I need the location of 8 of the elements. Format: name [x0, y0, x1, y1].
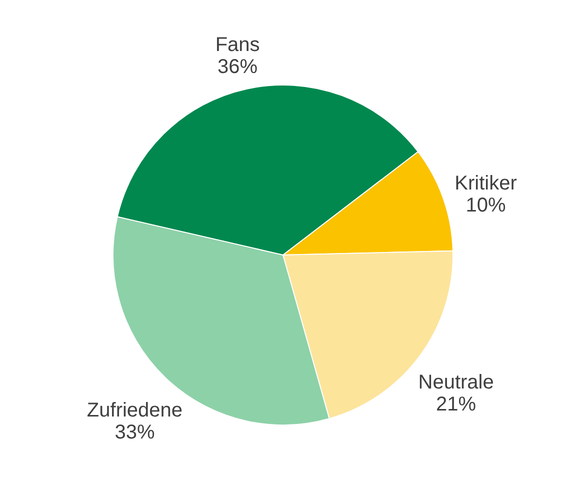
slice-label: Neutrale: [418, 372, 494, 394]
slice-label: Fans: [215, 34, 260, 56]
slice-label: Zufriedene: [86, 400, 183, 422]
slice-label: Kritiker: [454, 172, 518, 195]
data-label: 21%: [436, 394, 476, 416]
data-label: 36%: [218, 56, 258, 78]
data-label: 10%: [466, 194, 506, 217]
data-label: 33%: [114, 422, 155, 444]
